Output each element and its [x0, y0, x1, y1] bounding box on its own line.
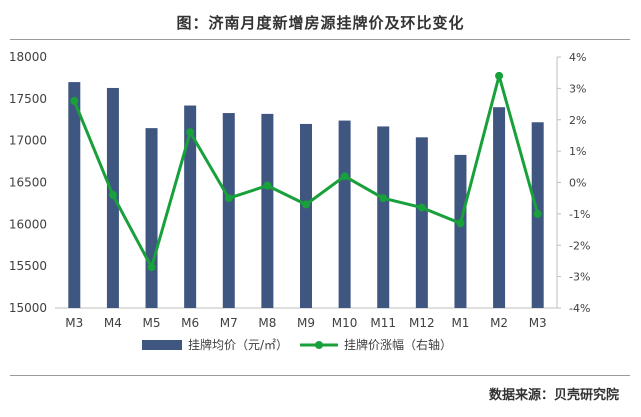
line-point: [456, 219, 465, 228]
footer-divider: [10, 375, 630, 376]
x-tick-label: M11: [370, 316, 396, 330]
x-tick-label: M2: [490, 316, 508, 330]
legend-bar-swatch: [142, 340, 182, 350]
source-note: 数据来源：贝壳研究院: [488, 388, 619, 403]
x-tick-label: M6: [181, 316, 199, 330]
left-y-axis: 15000 15500 16000 16500 17000 17500 18000: [9, 50, 47, 315]
bar: [68, 82, 81, 308]
bar: [145, 128, 158, 308]
title-divider: [10, 39, 630, 40]
legend-bar-label: 挂牌均价（元/㎡）: [188, 338, 288, 352]
right-tick-label: -4%: [569, 302, 590, 315]
bar: [222, 113, 235, 308]
x-tick-label: M8: [258, 316, 276, 330]
bar: [300, 123, 312, 308]
x-tick-label: M9: [297, 316, 315, 330]
line-point: [533, 209, 542, 218]
legend: 挂牌均价（元/㎡） 挂牌价涨幅（右轴）: [142, 337, 452, 352]
right-tick-label: -2%: [569, 239, 590, 252]
line-point: [379, 194, 388, 203]
line-point: [302, 200, 310, 209]
x-tick-label: M3: [65, 316, 83, 330]
line-point: [70, 96, 79, 105]
line-point: [186, 128, 195, 137]
x-tick-label: M5: [143, 316, 161, 330]
line-series: [70, 71, 542, 272]
bar: [377, 126, 390, 309]
bar: [493, 107, 506, 308]
left-tick-label: 16500: [9, 176, 47, 190]
right-tick-label: 3%: [569, 82, 586, 95]
right-tick-label: 1%: [569, 145, 586, 158]
left-tick-label: 15000: [9, 301, 47, 315]
right-tick-label: 2%: [569, 114, 586, 127]
bar: [454, 154, 467, 308]
line-point: [147, 263, 156, 272]
left-tick-label: 15500: [9, 259, 47, 273]
bar: [338, 120, 351, 308]
right-tick-label: -1%: [569, 208, 590, 221]
left-tick-label: 17000: [9, 134, 47, 148]
x-tick-label: M10: [332, 316, 358, 330]
bar: [261, 113, 274, 308]
right-tick-label: 4%: [569, 51, 586, 64]
x-tick-label: M1: [451, 316, 469, 330]
right-tick-label: 0%: [569, 177, 586, 190]
x-axis: M3 M4 M5 M6 M7 M8 M9 M10 M11 M12 M1 M2 M3: [55, 307, 557, 330]
left-tick-label: 16000: [9, 217, 47, 231]
bar: [184, 105, 197, 308]
right-tick-label: -3%: [569, 271, 590, 284]
right-y-axis: -4% -3% -2% -1% 0% 1% 2% 3% 4%: [556, 51, 590, 315]
left-tick-label: 18000: [9, 50, 47, 64]
chart-title: 图：济南月度新增房源挂牌价及环比变化: [176, 14, 465, 32]
line-point: [224, 194, 233, 203]
line-point: [495, 71, 504, 80]
x-tick-label: M7: [220, 316, 238, 330]
bar: [415, 137, 428, 308]
line-point: [340, 172, 349, 181]
line-point: [108, 191, 117, 200]
line-point: [263, 181, 272, 190]
x-tick-label: M3: [529, 316, 547, 330]
x-tick-label: M4: [104, 316, 122, 330]
bar-series: [68, 82, 544, 309]
legend-line-label: 挂牌价涨幅（右轴）: [344, 337, 452, 352]
x-tick-label: M12: [409, 316, 435, 330]
line-point: [417, 203, 426, 212]
legend-line-marker: [315, 341, 323, 349]
left-tick-label: 17500: [9, 92, 47, 106]
